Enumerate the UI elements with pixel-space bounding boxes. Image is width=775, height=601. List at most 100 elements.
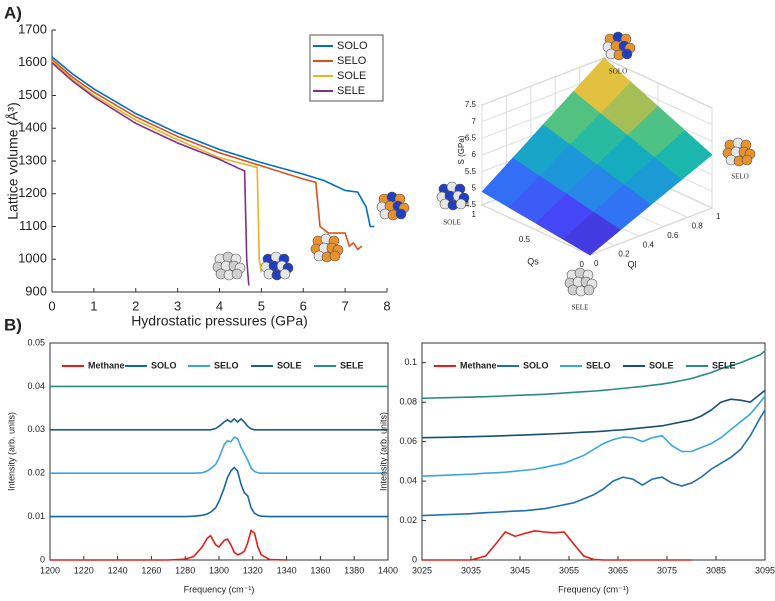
z-tick-label: 6 [472, 150, 477, 159]
y-axis-label: Lattice volume (Å³) [5, 102, 21, 219]
y-tick-label: 1200 [18, 185, 47, 200]
legend-label: SELO [337, 55, 367, 67]
series-line [50, 529, 287, 561]
series-line [421, 389, 766, 439]
x-tick-label: 1280 [175, 565, 195, 575]
panel-label: A) [4, 3, 22, 22]
plot-frame [49, 342, 389, 561]
y-tick-label: 1300 [18, 152, 47, 167]
z-tick-label: 7 [472, 117, 477, 126]
legend-label: Methane [88, 360, 125, 370]
x-tick-label: 8 [383, 298, 390, 313]
series-line [51, 56, 375, 228]
qs-tick-label: 0.5 [519, 235, 531, 244]
x-tick-label: 2 [132, 298, 139, 313]
y-tick-label: 1000 [18, 251, 47, 266]
y-tick-label: 0.03 [27, 424, 45, 434]
cluster-icon [212, 251, 246, 281]
cluster-atom [455, 198, 467, 210]
legend-label: SOLE [649, 360, 674, 370]
legend-label: SELO [586, 360, 611, 370]
series-line [50, 436, 388, 474]
ql-tick-label: 0.8 [692, 222, 704, 231]
x-axis-label: Frequency (cm⁻¹) [184, 584, 255, 594]
series-line [421, 350, 766, 400]
z-axis-label: S (GPa) [457, 135, 466, 164]
panel-label: B) [4, 315, 22, 334]
y-tick-label: 0.01 [27, 511, 45, 521]
y-tick-label: 0.06 [399, 436, 417, 446]
legend-label: SOLE [277, 360, 302, 370]
corner-label: SOLE [443, 219, 461, 227]
series-line [50, 417, 388, 431]
corner-label: SELO [731, 173, 749, 181]
cluster-atom [329, 250, 341, 262]
cluster-atom [279, 268, 291, 280]
x-tick-label: 6 [300, 298, 307, 313]
ql-tick-label: 0.4 [643, 240, 655, 249]
cluster-icon [376, 191, 410, 221]
y-tick-label: 1400 [18, 120, 47, 135]
y-tick-label: 900 [25, 283, 47, 298]
legend-label: SOLO [337, 40, 368, 52]
x-tick-label: 1400 [378, 565, 398, 575]
legend-label: SELE [337, 85, 365, 97]
legend-label: SELE [712, 360, 736, 370]
legend-label: SOLE [337, 70, 366, 82]
x-tick-label: 1220 [74, 565, 94, 575]
cluster-atom [395, 208, 407, 220]
ql-tick-label: 1 [716, 212, 721, 221]
corner-label: SELE [572, 304, 589, 312]
cluster-icon [260, 251, 294, 281]
legend-label: SELE [340, 360, 364, 370]
x-tick-label: 4 [216, 298, 223, 313]
legend-label: SOLO [151, 360, 177, 370]
x-tick-label: 3025 [412, 565, 432, 575]
y-axis-label: Intensity (arb. units) [6, 412, 16, 491]
cluster-atom [741, 154, 753, 166]
x-tick-label: 0 [48, 298, 55, 313]
cluster-icon [602, 31, 636, 61]
x-tick-label: 1200 [40, 565, 60, 575]
x-axis-label: Frequency (cm⁻¹) [558, 584, 629, 594]
legend-label: Methane [460, 360, 497, 370]
cluster-atom [583, 284, 595, 296]
legend-label: SOLO [523, 360, 549, 370]
y-tick-label: 0.04 [399, 475, 417, 485]
x-tick-label: 5 [258, 298, 265, 313]
x-tick-label: 3065 [608, 565, 628, 575]
y-axis-label: Intensity (arb. units) [378, 412, 388, 491]
series-line [51, 58, 363, 251]
cluster-atom [621, 48, 633, 60]
z-tick-label: 5.5 [465, 167, 477, 176]
x-tick-label: 1320 [243, 565, 263, 575]
series-line [50, 466, 388, 518]
x-tick-label: 3075 [657, 565, 677, 575]
y-tick-label: 0.08 [399, 397, 417, 407]
ql-tick-label: 0.2 [618, 250, 630, 259]
cluster-icon [310, 233, 344, 263]
y-tick-label: 0.1 [404, 357, 417, 367]
x-axis-label: Hydrostatic pressures (GPa) [131, 313, 308, 329]
legend-label: SELO [214, 360, 239, 370]
y-tick-label: 0.02 [27, 468, 45, 478]
y-tick-label: 0.02 [399, 515, 417, 525]
x-tick-label: 1360 [310, 565, 330, 575]
x-tick-label: 3055 [559, 565, 579, 575]
x-tick-label: 1340 [277, 565, 297, 575]
y-tick-label: 1600 [18, 54, 47, 69]
x-tick-label: 3095 [755, 565, 775, 575]
y-tick-label: 0 [412, 554, 417, 564]
qs-axis-label: Qs [527, 256, 539, 266]
ql-axis-label: Ql [628, 259, 637, 269]
x-tick-label: 1300 [209, 565, 229, 575]
y-tick-label: 0 [40, 554, 45, 564]
cluster-icon [436, 181, 470, 211]
y-tick-label: 1700 [18, 21, 47, 36]
x-tick-label: 1380 [344, 565, 364, 575]
x-tick-label: 3045 [510, 565, 530, 575]
series-line [51, 62, 250, 286]
y-tick-label: 1100 [19, 218, 47, 233]
y-tick-label: 1500 [18, 87, 47, 102]
